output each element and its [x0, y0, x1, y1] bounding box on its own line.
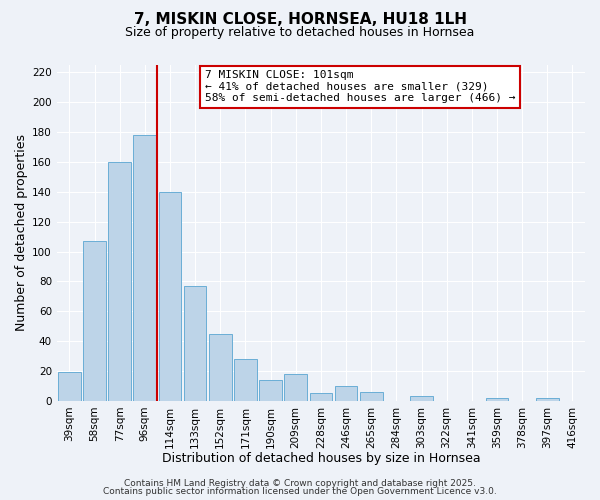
Text: 7, MISKIN CLOSE, HORNSEA, HU18 1LH: 7, MISKIN CLOSE, HORNSEA, HU18 1LH — [133, 12, 467, 28]
Bar — [259, 380, 282, 401]
Text: 7 MISKIN CLOSE: 101sqm
← 41% of detached houses are smaller (329)
58% of semi-de: 7 MISKIN CLOSE: 101sqm ← 41% of detached… — [205, 70, 515, 103]
Bar — [284, 374, 307, 401]
X-axis label: Distribution of detached houses by size in Hornsea: Distribution of detached houses by size … — [161, 452, 480, 465]
Bar — [184, 286, 206, 401]
Text: Size of property relative to detached houses in Hornsea: Size of property relative to detached ho… — [125, 26, 475, 39]
Bar — [536, 398, 559, 401]
Bar — [58, 372, 80, 401]
Bar — [209, 334, 232, 401]
Bar — [158, 192, 181, 401]
Bar — [360, 392, 383, 401]
Bar — [109, 162, 131, 401]
Bar — [133, 135, 156, 401]
Bar — [310, 394, 332, 401]
Text: Contains HM Land Registry data © Crown copyright and database right 2025.: Contains HM Land Registry data © Crown c… — [124, 478, 476, 488]
Bar — [485, 398, 508, 401]
Y-axis label: Number of detached properties: Number of detached properties — [15, 134, 28, 332]
Bar — [234, 359, 257, 401]
Bar — [410, 396, 433, 401]
Text: Contains public sector information licensed under the Open Government Licence v3: Contains public sector information licen… — [103, 487, 497, 496]
Bar — [83, 241, 106, 401]
Bar — [335, 386, 358, 401]
